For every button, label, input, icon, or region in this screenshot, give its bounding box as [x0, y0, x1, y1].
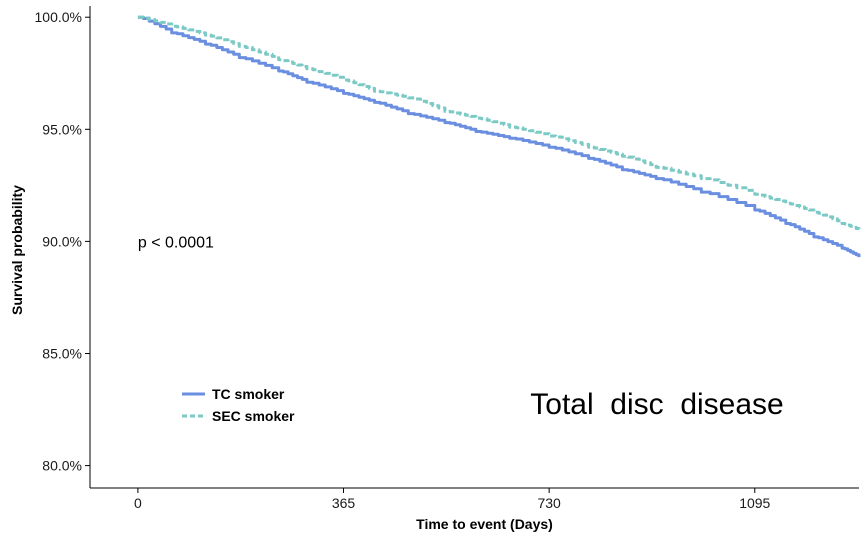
- y-tick-label: 85.0%: [42, 345, 82, 361]
- y-tick-label: 80.0%: [42, 458, 82, 474]
- series-line-tc-smoker: [137, 15, 861, 258]
- p-value-annotation: p < 0.0001: [138, 234, 214, 251]
- y-tick-label: 90.0%: [42, 233, 82, 249]
- legend-label-tc-smoker: TC smoker: [212, 386, 285, 402]
- x-tick-label: 730: [537, 495, 561, 511]
- plot-area: 80.0% 85.0% 90.0% 95.0% 100.0% 0 365 730 1095: [35, 6, 861, 511]
- y-axis-title: Survival probability: [9, 185, 25, 315]
- x-tick-label: 1095: [739, 495, 770, 511]
- series-layer: [137, 15, 861, 258]
- x-axis-ticks: 0 365 730 1095: [134, 488, 771, 511]
- legend-label-sec-smoker: SEC smoker: [212, 408, 295, 424]
- legend: TC smoker SEC smoker: [182, 386, 295, 424]
- x-tick-label: 0: [134, 495, 142, 511]
- y-tick-label: 95.0%: [42, 121, 82, 137]
- x-tick-label: 365: [332, 495, 356, 511]
- series-line-sec-smoker: [137, 15, 861, 231]
- panel-label-annotation: Total disc disease: [530, 388, 783, 421]
- x-axis-title: Time to event (Days): [416, 516, 553, 532]
- y-axis-ticks: 80.0% 85.0% 90.0% 95.0% 100.0%: [35, 9, 90, 474]
- y-tick-label: 100.0%: [35, 9, 82, 25]
